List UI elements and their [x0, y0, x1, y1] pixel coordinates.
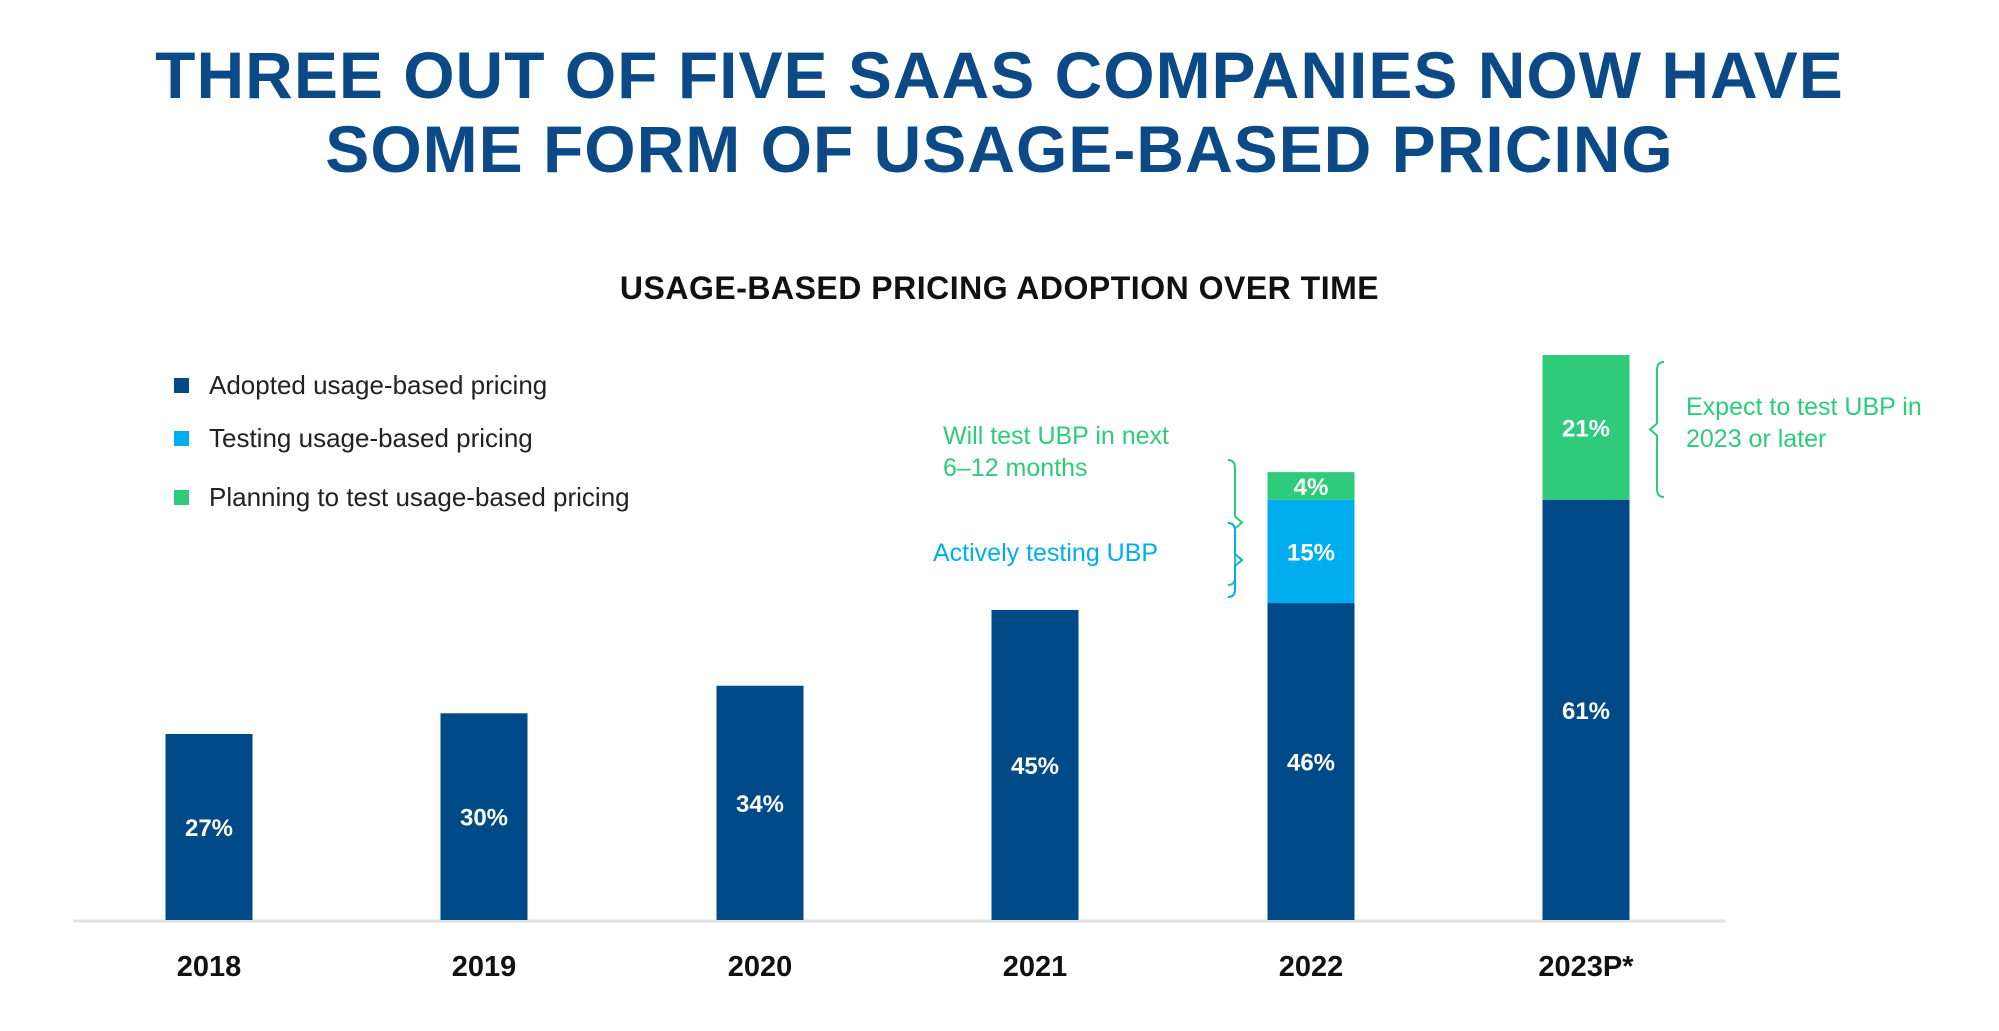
bar-2022-series-1 [1267, 499, 1355, 604]
title-line-1: THREE OUT OF FIVE SAAS COMPANIES NOW HAV… [155, 38, 1844, 112]
annotation-will-test: Will test UBP in next 6–12 months [943, 420, 1169, 484]
legend-item-testing: Testing usage-based pricing [174, 423, 533, 454]
x-tick-label: 2022 [1279, 951, 1344, 983]
legend-swatch-adopted [174, 378, 189, 393]
bracket-expect [1648, 361, 1665, 498]
title-line-2: SOME FORM OF USAGE-BASED PRICING [325, 112, 1674, 186]
data-label: 15% [1287, 539, 1335, 566]
page-title: THREE OUT OF FIVE SAAS COMPANIES NOW HAV… [0, 38, 1999, 186]
legend-label: Testing usage-based pricing [209, 423, 533, 453]
data-label: 46% [1287, 750, 1335, 777]
data-label: 61% [1562, 698, 1610, 725]
legend-label: Adopted usage-based pricing [209, 370, 548, 400]
legend-item-adopted: Adopted usage-based pricing [174, 370, 547, 401]
annotation-will-test-line1: Will test UBP in next [943, 422, 1170, 450]
x-tick-label: 2020 [728, 951, 793, 983]
legend-item-planning: Planning to test usage-based pricing [174, 482, 630, 513]
annotation-expect: Expect to test UBP in 2023 or later [1686, 391, 1922, 455]
data-label: 27% [185, 815, 233, 842]
x-tick-label: 2021 [1003, 951, 1068, 983]
bar-2023P*-series-0 [1542, 499, 1630, 920]
data-label: 34% [736, 791, 784, 818]
bar-2022-series-0 [1267, 603, 1355, 920]
bar-2019-series-0 [440, 713, 528, 920]
bar-2021-series-0 [991, 609, 1079, 920]
bar-2020-series-0 [716, 685, 804, 920]
legend-swatch-planning [174, 490, 189, 505]
annotation-will-test-line2: 6–12 months [943, 454, 1088, 482]
data-label: 30% [460, 805, 508, 832]
annotation-actively-testing: Actively testing UBP [933, 539, 1159, 567]
legend-swatch-testing [174, 431, 189, 446]
bar-2023P*-series-2 [1542, 355, 1630, 500]
chart-title: USAGE-BASED PRICING ADOPTION OVER TIME [619, 270, 1380, 306]
brace-actively-testing [1227, 522, 1244, 598]
brace-will-test [1227, 459, 1244, 586]
legend-label: Planning to test usage-based pricing [209, 482, 630, 512]
annotation-expect-line2: 2023 or later [1686, 425, 1827, 453]
data-label: 21% [1562, 415, 1610, 442]
x-tick-label: 2023P* [1538, 951, 1634, 983]
x-tick-label: 2019 [452, 951, 517, 983]
data-label: 4% [1294, 474, 1329, 501]
bar-2022-series-2 [1267, 472, 1355, 500]
annotation-expect-line1: Expect to test UBP in [1686, 393, 1922, 421]
data-label: 45% [1011, 753, 1059, 780]
bar-2018-series-0 [165, 733, 253, 920]
x-tick-label: 2018 [177, 951, 242, 983]
